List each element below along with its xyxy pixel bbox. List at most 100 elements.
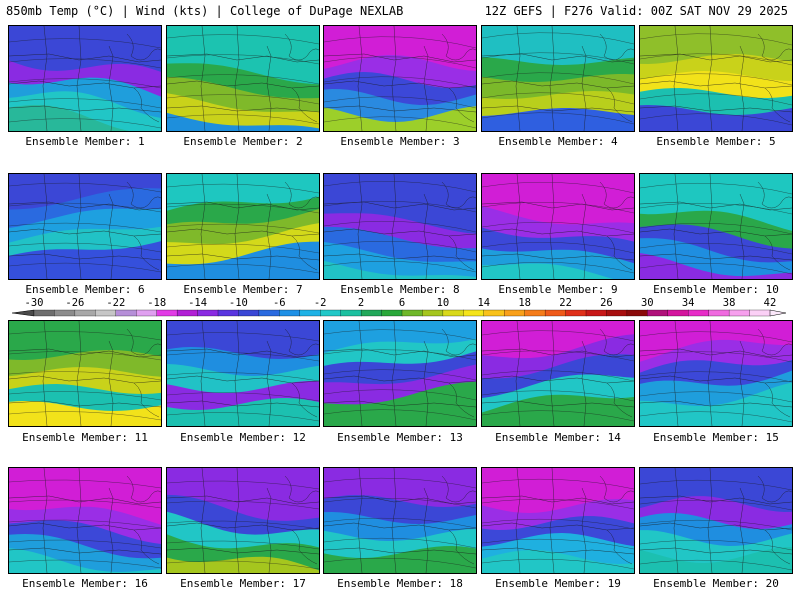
ensemble-member-caption: Ensemble Member: 13 [337, 431, 463, 444]
colorbar-swatch [504, 309, 526, 317]
colorbar-tick-label: 38 [723, 297, 736, 309]
colorbar-tick-label: 14 [477, 297, 490, 309]
ensemble-member-map [481, 173, 635, 280]
ensemble-member-map [323, 467, 477, 574]
colorbar-tick-label: -18 [147, 297, 166, 309]
ensemble-member-map [8, 467, 162, 574]
ensemble-member-caption: Ensemble Member: 17 [180, 577, 306, 590]
colorbar-swatch [728, 309, 751, 317]
colorbar-tick-label: -22 [106, 297, 125, 309]
ensemble-member-caption: Ensemble Member: 16 [22, 577, 148, 590]
colorbar-swatch [524, 309, 546, 317]
colorbar-tick-label: 26 [600, 297, 613, 309]
ensemble-member-caption: Ensemble Member: 19 [495, 577, 621, 590]
ensemble-member-map [166, 320, 320, 427]
ensemble-member-caption: Ensemble Member: 11 [22, 431, 148, 444]
colorbar-tick-label: 34 [682, 297, 695, 309]
colorbar-swatch [381, 309, 403, 317]
colorbar-tick-label: 18 [518, 297, 531, 309]
colorbar-tick-label: -30 [25, 297, 44, 309]
ensemble-member-map [481, 25, 635, 132]
colorbar-max-arrow [769, 309, 787, 317]
colorbar-swatch [749, 309, 771, 317]
ensemble-member-caption: Ensemble Member: 7 [183, 283, 303, 296]
colorbar-tick-label: -2 [314, 297, 327, 309]
ensemble-member-caption: Ensemble Member: 20 [653, 577, 779, 590]
ensemble-member-map [481, 467, 635, 574]
colorbar-swatch [115, 309, 137, 317]
colorbar-tick-label: 6 [399, 297, 405, 309]
colorbar-swatch [176, 309, 199, 317]
colorbar-tick-label: -14 [188, 297, 207, 309]
ensemble-member-map [639, 320, 793, 427]
temperature-colorbar: -30 -26 -22 -18 -14 -10 -6 -2 2 6 10 14 18 22 26 30 34 38… [11, 297, 787, 317]
ensemble-member-map [166, 25, 320, 132]
colorbar-swatch [279, 309, 301, 317]
ensemble-member-map [481, 320, 635, 427]
colorbar-swatch [136, 309, 158, 317]
ensemble-member-caption: Ensemble Member: 8 [340, 283, 460, 296]
ensemble-member-map [639, 173, 793, 280]
colorbar-swatch [606, 309, 628, 317]
colorbar-swatch [585, 309, 607, 317]
colorbar-swatch [708, 309, 730, 317]
colorbar-tick-label: 30 [641, 297, 654, 309]
ensemble-member-map [8, 173, 162, 280]
colorbar-swatch [320, 309, 342, 317]
colorbar-swatch [442, 309, 464, 317]
colorbar-swatch [258, 309, 280, 317]
colorbar-swatch [626, 309, 648, 317]
map-title: 850mb Temp (°C) | Wind (kts) | College o… [6, 4, 404, 18]
ensemble-member-caption: Ensemble Member: 14 [495, 431, 621, 444]
colorbar-swatch [197, 309, 219, 317]
ensemble-member-caption: Ensemble Member: 12 [180, 431, 306, 444]
ensemble-member-caption: Ensemble Member: 4 [498, 135, 618, 148]
colorbar-swatch [463, 309, 485, 317]
ensemble-member-caption: Ensemble Member: 18 [337, 577, 463, 590]
ensemble-member-map [639, 467, 793, 574]
colorbar-swatch [422, 309, 444, 317]
colorbar-min-arrow [11, 309, 35, 317]
colorbar-swatch [360, 309, 383, 317]
ensemble-member-map [8, 25, 162, 132]
colorbar-swatch [483, 309, 505, 317]
colorbar-swatch [565, 309, 587, 317]
colorbar-tick-label: -10 [229, 297, 248, 309]
colorbar-swatch [544, 309, 567, 317]
ensemble-member-caption: Ensemble Member: 5 [656, 135, 776, 148]
ensemble-member-map [323, 173, 477, 280]
ensemble-member-caption: Ensemble Member: 6 [25, 283, 145, 296]
ensemble-member-caption: Ensemble Member: 9 [498, 283, 618, 296]
colorbar-swatch [647, 309, 669, 317]
colorbar-swatch [95, 309, 117, 317]
ensemble-member-map [323, 320, 477, 427]
ensemble-member-map [639, 25, 793, 132]
ensemble-member-caption: Ensemble Member: 15 [653, 431, 779, 444]
ensemble-member-caption: Ensemble Member: 3 [340, 135, 460, 148]
colorbar-swatch [688, 309, 710, 317]
colorbar-swatch [74, 309, 96, 317]
colorbar-tick-label: 42 [764, 297, 777, 309]
colorbar-swatch [340, 309, 362, 317]
colorbar-swatch [54, 309, 76, 317]
ensemble-member-caption: Ensemble Member: 10 [653, 283, 779, 296]
ensemble-member-map [166, 173, 320, 280]
model-run-valid-time: 12Z GEFS | F276 Valid: 00Z SAT NOV 29 20… [484, 4, 788, 18]
colorbar-tick-label: 22 [559, 297, 572, 309]
colorbar-tick-label: -26 [65, 297, 84, 309]
colorbar-tick-label: 10 [437, 297, 450, 309]
ensemble-member-caption: Ensemble Member: 2 [183, 135, 303, 148]
colorbar-swatch [238, 309, 260, 317]
ensemble-member-caption: Ensemble Member: 1 [25, 135, 145, 148]
colorbar-swatch [667, 309, 689, 317]
colorbar-swatch [401, 309, 423, 317]
colorbar-swatch [156, 309, 178, 317]
colorbar-swatch [33, 309, 55, 317]
colorbar-tick-label: -6 [273, 297, 286, 309]
ensemble-member-map [8, 320, 162, 427]
colorbar-tick-label: 2 [358, 297, 364, 309]
colorbar-swatch [299, 309, 321, 317]
ensemble-member-map [323, 25, 477, 132]
colorbar-swatch [217, 309, 239, 317]
ensemble-member-map [166, 467, 320, 574]
